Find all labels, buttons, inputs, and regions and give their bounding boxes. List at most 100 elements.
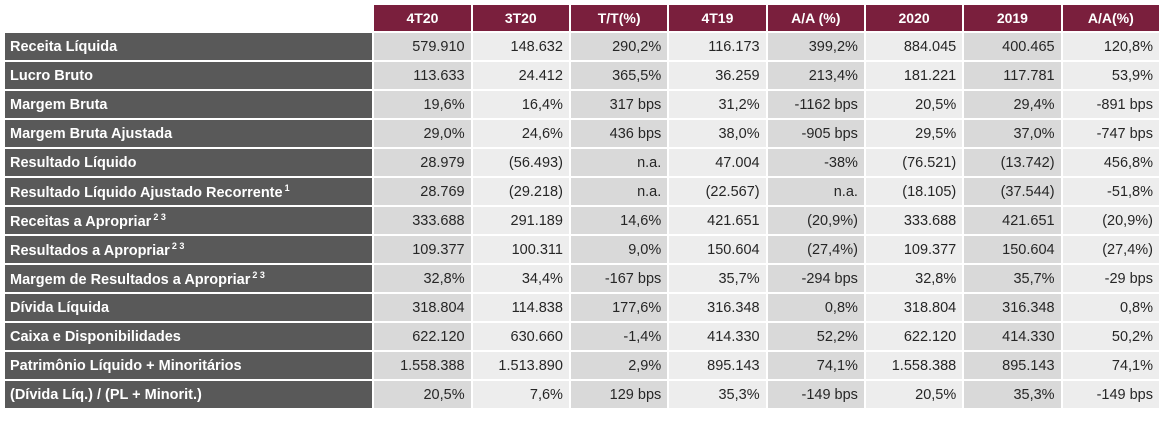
value-cell: (76.521)	[865, 149, 963, 176]
value-cell: 399,2%	[767, 33, 864, 60]
value-cell: 109.377	[374, 236, 471, 263]
header-row: 4T20 3T20 T/T(%) 4T19 A/A (%) 2020 2019 …	[5, 5, 1159, 31]
value-cell: 1.558.388	[865, 352, 963, 379]
header-corner	[5, 5, 372, 31]
value-cell: 0,8%	[1062, 294, 1159, 321]
value-cell: 290,2%	[570, 33, 668, 60]
row-label: Receitas a Apropriar	[10, 213, 152, 230]
value-cell: 421.651	[964, 207, 1061, 234]
value-cell: (29.218)	[472, 178, 569, 205]
value-cell: 316.348	[964, 294, 1061, 321]
value-cell: n.a.	[570, 178, 668, 205]
value-cell: 109.377	[865, 236, 963, 263]
value-cell: 0,8%	[767, 294, 864, 321]
table-row: Margem Bruta 19,6% 16,4% 317 bps 31,2% -1162 …	[5, 91, 1159, 118]
value-cell: 20,5%	[374, 381, 471, 408]
row-label-cell: Receitas a Apropriar 2 3	[5, 207, 373, 234]
value-cell: 24.412	[472, 62, 569, 89]
footnote-marker: 2 3	[171, 240, 185, 251]
row-label: Resultados a Apropriar	[10, 242, 170, 259]
row-label: Patrimônio Líquido + Minoritários	[10, 357, 242, 374]
value-cell: (18.105)	[865, 178, 963, 205]
value-cell: 35,7%	[964, 265, 1061, 292]
value-cell: 129 bps	[570, 381, 668, 408]
value-cell: 1.558.388	[374, 352, 471, 379]
value-cell: 333.688	[865, 207, 963, 234]
value-cell: 29,4%	[964, 91, 1061, 118]
value-cell: 895.143	[964, 352, 1061, 379]
column-header: 4T19	[669, 5, 766, 31]
value-cell: 34,4%	[472, 265, 569, 292]
value-cell: 436 bps	[570, 120, 668, 147]
table-row: Resultado Líquido 28.979 (56.493) n.a. 47.00…	[5, 149, 1159, 176]
table-row: Receitas a Apropriar 2 3 333.688 291.189 14,…	[5, 207, 1159, 234]
column-header: A/A(%)	[1062, 5, 1159, 31]
value-cell: 74,1%	[1062, 352, 1159, 379]
value-cell: -891 bps	[1062, 91, 1159, 118]
value-cell: 116.173	[669, 33, 766, 60]
value-cell: 36.259	[669, 62, 766, 89]
value-cell: 117.781	[964, 62, 1061, 89]
value-cell: (56.493)	[472, 149, 569, 176]
footnote-marker: 1	[284, 182, 290, 193]
value-cell: (27,4%)	[767, 236, 864, 263]
value-cell: 20,5%	[865, 91, 963, 118]
table-row: Caixa e Disponibilidades 622.120 630.660 -1…	[5, 323, 1159, 350]
table-row: Receita Líquida 579.910 148.632 290,2% 116.1…	[5, 33, 1159, 60]
value-cell: 28.769	[374, 178, 471, 205]
value-cell: -29 bps	[1062, 265, 1159, 292]
value-cell: 895.143	[669, 352, 766, 379]
row-label-cell: Patrimônio Líquido + Minoritários	[5, 352, 373, 379]
row-label-cell: Margem Bruta	[5, 91, 373, 118]
value-cell: 35,3%	[669, 381, 766, 408]
value-cell: 414.330	[964, 323, 1061, 350]
value-cell: 29,0%	[374, 120, 471, 147]
value-cell: 177,6%	[570, 294, 668, 321]
value-cell: 100.311	[472, 236, 569, 263]
value-cell: 400.465	[964, 33, 1061, 60]
value-cell: 456,8%	[1062, 149, 1159, 176]
column-header: T/T(%)	[570, 5, 668, 31]
financial-summary-table: 4T20 3T20 T/T(%) 4T19 A/A (%) 2020 2019 …	[3, 3, 1161, 410]
row-label-cell: Dívida Líquida	[5, 294, 373, 321]
row-label: Lucro Bruto	[10, 67, 93, 84]
value-cell: 20,5%	[865, 381, 963, 408]
column-header: A/A (%)	[767, 5, 864, 31]
value-cell: 113.633	[374, 62, 471, 89]
value-cell: (27,4%)	[1062, 236, 1159, 263]
value-cell: 53,9%	[1062, 62, 1159, 89]
value-cell: (22.567)	[669, 178, 766, 205]
row-label: Receita Líquida	[10, 38, 118, 55]
row-label-cell: Margem Bruta Ajustada	[5, 120, 373, 147]
value-cell: 150.604	[964, 236, 1061, 263]
row-label: Resultado Líquido Ajustado Recorrente	[10, 184, 283, 201]
row-label: Margem Bruta	[10, 96, 108, 113]
value-cell: -294 bps	[767, 265, 864, 292]
value-cell: 630.660	[472, 323, 569, 350]
table-row: (Dívida Líq.) / (PL + Minorit.) 20,5% 7,6%…	[5, 381, 1159, 408]
value-cell: 19,6%	[374, 91, 471, 118]
value-cell: 7,6%	[472, 381, 569, 408]
row-label-cell: Caixa e Disponibilidades	[5, 323, 373, 350]
row-label-cell: Resultado Líquido Ajustado Recorrente 1	[5, 178, 373, 205]
value-cell: 150.604	[669, 236, 766, 263]
table-row: Resultados a Apropriar 2 3 109.377 100.311 9…	[5, 236, 1159, 263]
value-cell: 29,5%	[865, 120, 963, 147]
table-row: Lucro Bruto 113.633 24.412 365,5% 36.259 213,…	[5, 62, 1159, 89]
financial-table-container: 4T20 3T20 T/T(%) 4T19 A/A (%) 2020 2019 …	[5, 5, 1159, 410]
value-cell: 317 bps	[570, 91, 668, 118]
value-cell: -167 bps	[570, 265, 668, 292]
row-label: Caixa e Disponibilidades	[10, 328, 181, 345]
value-cell: n.a.	[767, 178, 864, 205]
footnote-marker: 2 3	[153, 211, 166, 222]
value-cell: 884.045	[865, 33, 963, 60]
value-cell: 421.651	[669, 207, 766, 234]
value-cell: -38%	[767, 149, 864, 176]
value-cell: 37,0%	[964, 120, 1061, 147]
value-cell: 114.838	[472, 294, 569, 321]
value-cell: 74,1%	[767, 352, 864, 379]
column-header: 4T20	[374, 5, 471, 31]
value-cell: 622.120	[865, 323, 963, 350]
value-cell: (13.742)	[964, 149, 1061, 176]
value-cell: 148.632	[472, 33, 569, 60]
